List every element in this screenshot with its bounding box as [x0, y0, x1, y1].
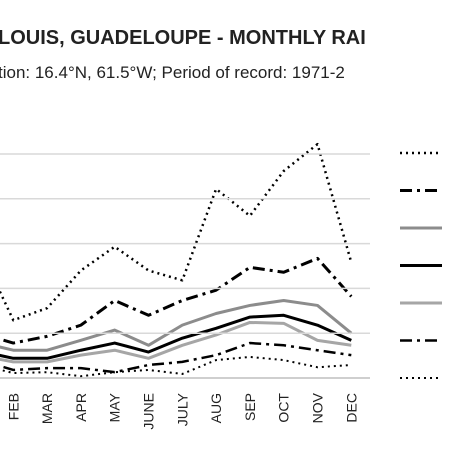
x-tick-label: NOV: [310, 392, 326, 423]
chart-title: LOUIS, GUADELOUPE - MONTHLY RAI: [0, 27, 366, 49]
x-tick-label: MAY: [107, 392, 123, 422]
series-line: [0, 298, 353, 352]
x-tick-label: AUG: [208, 393, 224, 423]
x-tick-label: SEP: [242, 393, 258, 421]
series-line: [0, 142, 353, 322]
x-tick-label: DEC: [343, 393, 359, 423]
series-line: [0, 313, 352, 360]
x-tick-label: OCT: [276, 393, 292, 423]
chart-subtitle: tion: 16.4°N, 61.5°W; Period of record: …: [0, 63, 345, 82]
series-line: [0, 355, 352, 378]
x-tick-label: APR: [73, 393, 89, 422]
x-tick-label: JUNE: [141, 393, 157, 430]
x-tick-label: MAR: [39, 393, 55, 424]
plot-area: [0, 142, 353, 378]
x-tick-label: FEB: [5, 393, 21, 420]
series-line: [0, 256, 353, 345]
series-line: [0, 320, 352, 364]
x-tick-label: JULY: [174, 392, 190, 426]
